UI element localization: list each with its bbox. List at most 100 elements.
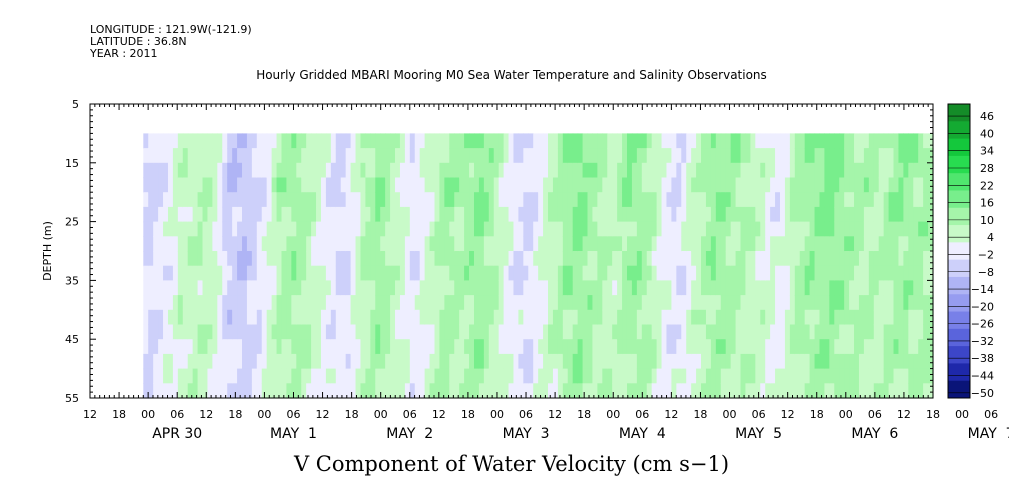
heatmap-cell <box>552 309 559 326</box>
heatmap-cell <box>227 206 233 223</box>
heatmap-cell <box>928 251 934 267</box>
heatmap-cell <box>666 148 673 164</box>
heatmap-cell <box>814 265 821 281</box>
heatmap-cell <box>602 280 608 296</box>
heatmap-cell <box>503 295 510 311</box>
heatmap-cell <box>715 236 722 252</box>
heatmap-cell <box>779 177 786 193</box>
heatmap-cell <box>557 324 564 340</box>
heatmap-cell <box>444 324 450 340</box>
heatmap-cell <box>242 206 248 223</box>
heatmap-cell <box>913 148 919 164</box>
heatmap-cell <box>799 295 806 311</box>
heatmap-cell <box>705 133 712 149</box>
heatmap-cell <box>814 368 821 384</box>
heatmap-cell <box>311 192 317 208</box>
heatmap-cell <box>597 353 603 370</box>
heatmap-cell <box>789 177 796 193</box>
heatmap-cell <box>167 265 174 281</box>
heatmap-cell <box>908 192 914 208</box>
heatmap-cell <box>799 339 806 355</box>
heatmap-cell <box>197 192 204 208</box>
heatmap-cell <box>237 148 243 164</box>
heatmap-cell <box>710 162 717 179</box>
heatmap-cell <box>562 353 569 370</box>
heatmap-cell <box>375 162 381 179</box>
heatmap-cell <box>666 236 673 252</box>
heatmap-cell <box>710 280 717 296</box>
heatmap-cell <box>172 265 179 281</box>
heatmap-cell <box>671 280 677 296</box>
heatmap-cell <box>172 383 179 399</box>
heatmap-cell <box>572 133 579 149</box>
heatmap-cell <box>686 133 692 149</box>
heatmap-cell <box>666 251 673 267</box>
heatmap-cell <box>296 177 302 193</box>
heatmap-cell <box>587 162 594 179</box>
colorbar-label: −32 <box>971 335 994 348</box>
colorbar-band <box>948 173 970 191</box>
heatmap-cell <box>612 148 618 164</box>
heatmap-cell <box>577 324 584 340</box>
heatmap-cell <box>671 148 677 164</box>
heatmap-cell <box>602 206 608 223</box>
heatmap-cell <box>301 295 307 311</box>
heatmap-cell <box>276 206 283 223</box>
heatmap-cell <box>789 236 796 252</box>
heatmap-cell <box>858 280 865 296</box>
heatmap-cell <box>607 221 613 237</box>
heatmap-cell <box>528 309 534 326</box>
heatmap-cell <box>617 236 623 252</box>
heatmap-cell <box>365 265 371 281</box>
heatmap-cell <box>582 251 589 267</box>
heatmap-cell <box>819 324 826 340</box>
heatmap-cell <box>918 295 924 311</box>
heatmap-cell <box>597 192 603 208</box>
heatmap-cell <box>789 295 796 311</box>
heatmap-cell <box>854 251 860 267</box>
heatmap-cell <box>730 251 737 267</box>
heatmap-cell <box>404 177 411 193</box>
heatmap-cell <box>834 206 840 223</box>
heatmap-cell <box>316 353 322 370</box>
heatmap-cell <box>242 368 248 384</box>
heatmap-cell <box>908 236 914 252</box>
heatmap-cell <box>271 295 278 311</box>
heatmap-cell <box>730 383 737 399</box>
heatmap-cell <box>587 148 594 164</box>
heatmap-cell <box>745 221 751 237</box>
heatmap-cell <box>804 368 811 384</box>
heatmap-cell <box>873 353 880 370</box>
heatmap-cell <box>666 280 673 296</box>
heatmap-cell <box>607 383 613 399</box>
heatmap-cell <box>834 162 840 179</box>
heatmap-cell <box>503 192 510 208</box>
heatmap-cell <box>775 265 781 281</box>
heatmap-cell <box>330 309 337 326</box>
heatmap-cell <box>469 133 475 149</box>
heatmap-cell <box>345 339 352 355</box>
heatmap-cell <box>459 236 465 252</box>
heatmap-cell <box>434 236 441 252</box>
heatmap-cell <box>449 309 455 326</box>
heatmap-cell <box>503 324 510 340</box>
heatmap-cell <box>548 265 554 281</box>
heatmap-cell <box>187 162 194 179</box>
heatmap-cell <box>696 368 702 384</box>
heatmap-cell <box>691 133 697 149</box>
heatmap-cell <box>192 339 199 355</box>
heatmap-cell <box>281 236 288 252</box>
heatmap-cell <box>429 162 436 179</box>
heatmap-cell <box>508 324 515 340</box>
heatmap-cell <box>636 236 643 252</box>
heatmap-cell <box>237 221 243 237</box>
heatmap-cell <box>839 383 845 399</box>
heatmap-cell <box>898 236 904 252</box>
heatmap-cell <box>696 295 702 311</box>
heatmap-cell <box>834 133 840 149</box>
heatmap-cell <box>592 192 598 208</box>
heatmap-cell <box>923 148 929 164</box>
heatmap-cell <box>271 339 278 355</box>
heatmap-cell <box>730 339 737 355</box>
heatmap-cell <box>725 133 732 149</box>
